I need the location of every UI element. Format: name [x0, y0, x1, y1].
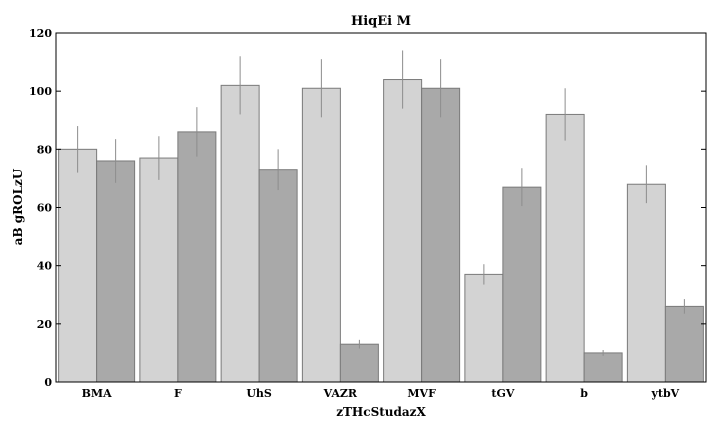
x-tick-label: b: [580, 387, 588, 400]
bar-series-1-BMA: [58, 148, 98, 383]
bar-series-1-F: [139, 157, 179, 383]
x-tick-label: MVF: [407, 387, 436, 400]
x-tick-label: VAZR: [323, 387, 358, 400]
bar-series-2-tGV: [502, 186, 542, 383]
x-axis: BMA F UhS VAZR MVF tGV b ytbV: [82, 387, 680, 400]
x-axis-label: zTHcStudazX: [336, 405, 426, 419]
bars-layer: [58, 79, 704, 383]
y-tick-label: 120: [29, 27, 52, 40]
bar-series-1-tGV: [464, 273, 504, 383]
bar-series-1-b: [545, 113, 585, 383]
bar-series-2-BMA: [96, 160, 136, 383]
x-tick-label: UhS: [246, 387, 272, 400]
y-tick-label: 40: [37, 260, 53, 273]
error-bars-layer: [77, 50, 685, 356]
bar-series-2-MVF: [421, 87, 461, 383]
bar-series-2-b: [583, 352, 623, 383]
bar-series-1-MVF: [383, 79, 423, 383]
y-tick-label: 0: [44, 376, 52, 389]
y-tick-label: 20: [37, 318, 53, 331]
bar-series-2-VAZR: [339, 343, 379, 383]
bar-series-1-VAZR: [301, 87, 341, 383]
y-axis-label: aB gROLzU: [11, 168, 25, 245]
y-tick-label: 100: [29, 85, 52, 98]
bar-series-2-F: [177, 131, 217, 383]
x-tick-label: BMA: [82, 387, 112, 400]
y-tick-label: 60: [37, 202, 53, 215]
x-tick-label: F: [174, 387, 182, 400]
x-tick-label: tGV: [491, 387, 514, 400]
bar-series-2-ytbV: [664, 305, 704, 383]
bar-series-1-UhS: [220, 84, 260, 383]
bar-series-2-UhS: [258, 169, 298, 383]
y-axis: 0 20 40 60 80 100 120: [29, 27, 706, 389]
y-tick-label: 80: [37, 143, 53, 156]
x-tick-label: ytbV: [651, 387, 680, 400]
bar-series-1-ytbV: [626, 183, 666, 383]
chart-title: HiqEi M: [351, 14, 411, 29]
